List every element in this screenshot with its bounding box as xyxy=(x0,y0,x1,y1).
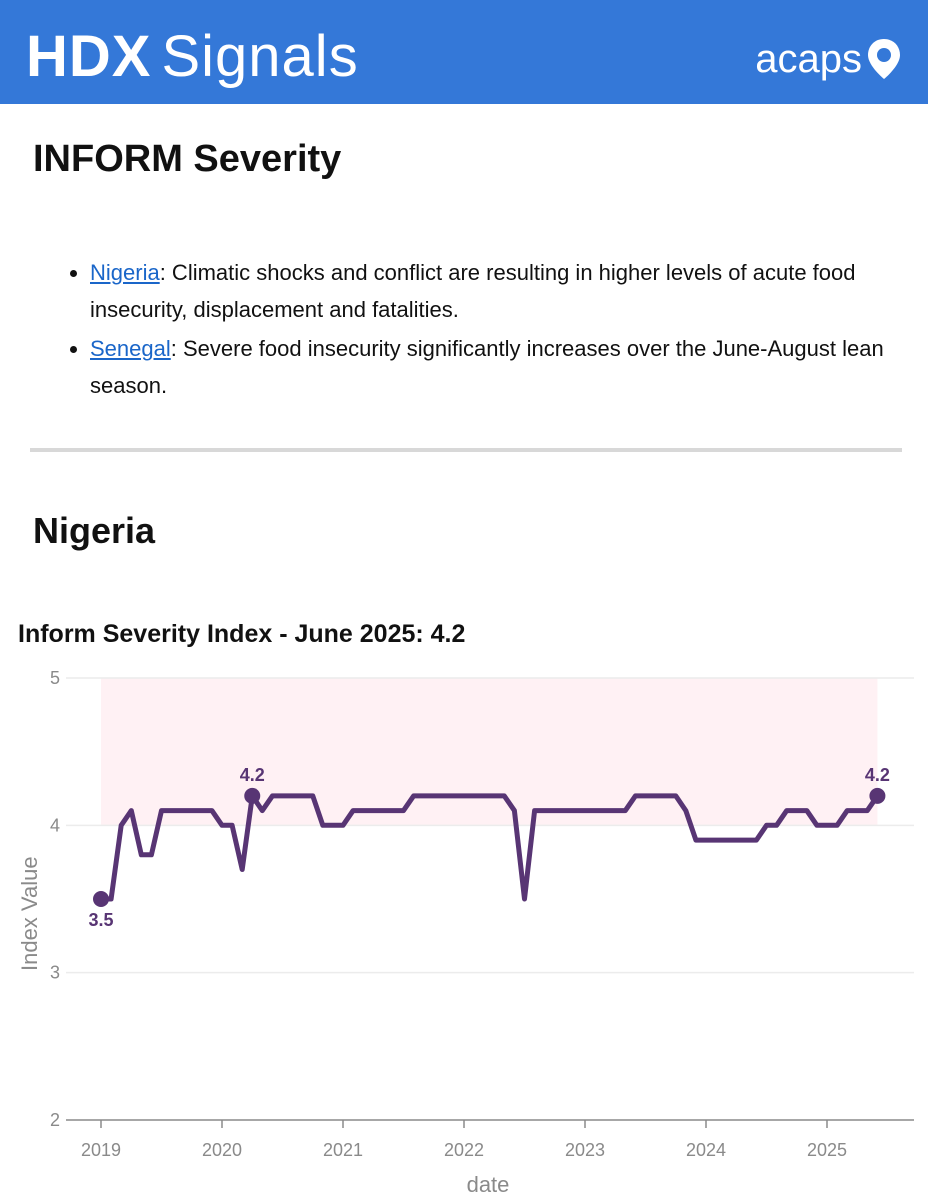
y-tick-label: 2 xyxy=(50,1110,60,1130)
x-tick-label: 2021 xyxy=(323,1140,363,1160)
y-tick-label: 5 xyxy=(50,668,60,688)
x-tick-label: 2019 xyxy=(81,1140,121,1160)
x-tick-label: 2024 xyxy=(686,1140,726,1160)
acaps-logo[interactable]: acaps xyxy=(755,34,902,84)
y-axis-title: Index Value xyxy=(17,856,42,971)
x-tick-label: 2023 xyxy=(565,1140,605,1160)
page-title: INFORM Severity xyxy=(33,138,342,180)
data-label: 4.2 xyxy=(865,765,890,785)
signal-list: Nigeria: Climatic shocks and conflict ar… xyxy=(54,254,928,406)
severity-band xyxy=(101,678,878,826)
severity-line-chart: 2 3 4 5 2019 2020 2021 2022 2023 2024 2025 date Inde… xyxy=(17,668,914,1197)
data-point xyxy=(869,787,886,804)
signal-text: : Severe food insecurity significantly i… xyxy=(90,336,884,398)
brand-signals: Signals xyxy=(161,24,359,89)
series-line xyxy=(98,793,880,902)
section-divider xyxy=(30,448,902,452)
list-item: Senegal: Severe food insecurity signific… xyxy=(90,330,928,404)
chart-title: Inform Severity Index - June 2025: 4.2 xyxy=(18,620,466,648)
x-tick-label: 2025 xyxy=(807,1140,847,1160)
country-link-senegal[interactable]: Senegal xyxy=(90,336,171,361)
acaps-logo-text: acaps xyxy=(755,37,862,81)
x-axis-title: date xyxy=(467,1172,510,1197)
x-tick-label: 2022 xyxy=(444,1140,484,1160)
country-heading: Nigeria xyxy=(33,510,156,551)
brand-hdx: HDX xyxy=(26,24,152,89)
map-pin-icon xyxy=(868,39,900,79)
list-item: Nigeria: Climatic shocks and conflict ar… xyxy=(90,254,928,328)
y-tick-label: 4 xyxy=(50,815,60,835)
data-label: 3.5 xyxy=(88,910,113,930)
y-tick-label: 3 xyxy=(50,963,60,983)
signal-text: : Climatic shocks and conflict are resul… xyxy=(90,260,856,322)
hdx-signals-logo[interactable]: HDX Signals xyxy=(26,22,359,92)
country-link-nigeria[interactable]: Nigeria xyxy=(90,260,160,285)
data-point xyxy=(93,891,109,907)
data-label: 4.2 xyxy=(240,765,265,785)
data-point xyxy=(244,787,261,804)
x-tick-label: 2020 xyxy=(202,1140,242,1160)
header-bar: HDX Signals acaps xyxy=(0,0,928,104)
